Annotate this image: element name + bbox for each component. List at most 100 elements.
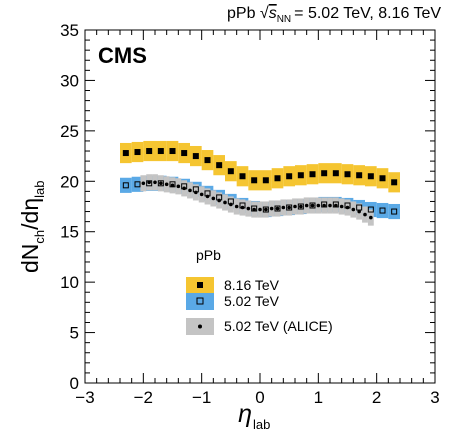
- data-point-alice: [205, 194, 210, 199]
- data-point-502: [286, 204, 293, 211]
- data-point-816: [356, 172, 363, 179]
- data-point-816: [344, 171, 351, 178]
- data-markers: [122, 148, 398, 220]
- y-tick-label: 15: [60, 223, 79, 242]
- syst-band-502: [376, 202, 389, 219]
- x-tick-label: 3: [430, 388, 439, 407]
- data-point-816: [309, 171, 316, 178]
- data-point-502: [391, 208, 398, 215]
- data-point-alice: [351, 207, 356, 212]
- data-point-502: [157, 180, 164, 187]
- legend-swatch-502-marker: [196, 297, 204, 305]
- legend-label-alice: 5.02 TeV (ALICE): [224, 318, 333, 334]
- data-point-alice: [310, 203, 315, 208]
- data-point-816: [391, 179, 398, 186]
- header-title: pPb √sNN = 5.02 TeV, 8.16 TeV: [227, 5, 441, 25]
- data-point-alice: [293, 204, 297, 209]
- y-tick-label: 30: [60, 71, 79, 90]
- x-tick-labels: −3 −2 −1 0 1 2 3: [75, 388, 439, 407]
- data-point-alice: [182, 186, 186, 191]
- data-point-alice: [287, 205, 291, 210]
- x-axis-label: η: [238, 400, 252, 428]
- data-point-502: [379, 207, 386, 214]
- legend-title: pPb: [196, 247, 221, 263]
- data-point-816: [192, 153, 199, 160]
- data-point-alice: [170, 183, 175, 188]
- data-point-alice: [369, 215, 373, 220]
- data-point-alice: [211, 196, 216, 201]
- data-point-816: [321, 170, 328, 177]
- syst-band-502: [131, 176, 144, 192]
- data-point-alice: [316, 203, 321, 208]
- x-axis-ticks: [84, 30, 436, 383]
- y-tick-label: 0: [70, 374, 79, 393]
- data-point-alice: [357, 209, 361, 214]
- legend-label-502: 5.02 TeV: [224, 293, 280, 309]
- x-tick-label: −1: [192, 388, 211, 407]
- legend-label-816: 8.16 TeV: [224, 277, 280, 293]
- data-point-alice: [322, 203, 326, 208]
- data-point-816: [274, 175, 281, 182]
- data-point-alice: [217, 198, 221, 203]
- data-point-816: [297, 172, 304, 179]
- data-point-alice: [194, 190, 198, 195]
- data-point-alice: [159, 181, 163, 186]
- y-axis-label: dNch/dηlab: [17, 181, 47, 273]
- data-point-alice: [304, 203, 309, 208]
- data-point-alice: [339, 204, 344, 209]
- data-point-alice: [240, 205, 245, 210]
- x-tick-label: −3: [75, 388, 94, 407]
- data-point-alice: [199, 192, 204, 197]
- data-point-alice: [147, 180, 151, 185]
- data-point-alice: [176, 184, 181, 189]
- syst-band-502: [120, 177, 132, 193]
- data-point-816: [332, 170, 339, 177]
- data-point-alice: [234, 204, 239, 209]
- data-point-alice: [223, 200, 227, 205]
- data-point-816: [239, 173, 246, 180]
- data-point-816: [286, 173, 293, 180]
- syst-band-502: [388, 203, 400, 220]
- legend-swatch-816-marker: [197, 282, 203, 288]
- data-point-alice: [164, 182, 169, 187]
- data-point-816: [146, 148, 153, 155]
- x-tick-label: 0: [255, 388, 264, 407]
- y-tick-label: 35: [60, 21, 79, 40]
- data-point-alice: [264, 207, 268, 212]
- data-point-alice: [153, 180, 157, 185]
- data-point-816: [379, 175, 386, 182]
- data-point-816: [227, 168, 234, 175]
- data-point-alice: [328, 203, 332, 208]
- experiment-label: CMS: [98, 43, 147, 68]
- data-point-alice: [281, 205, 286, 210]
- data-point-816: [216, 162, 223, 169]
- data-point-502: [122, 182, 129, 189]
- data-point-816: [251, 177, 258, 184]
- data-point-alice: [363, 212, 367, 217]
- x-tick-label: −2: [134, 388, 153, 407]
- data-point-alice: [275, 206, 280, 211]
- y-tick-labels: 0 5 10 15 20 25 30 35: [60, 21, 79, 393]
- data-point-502: [274, 205, 281, 212]
- data-point-alice: [188, 188, 192, 193]
- data-point-816: [204, 157, 211, 164]
- data-point-816: [262, 177, 269, 184]
- data-point-816: [134, 149, 141, 156]
- data-point-alice: [299, 204, 303, 209]
- legend-swatch-alice-marker: [198, 324, 202, 329]
- data-point-alice: [252, 207, 256, 212]
- data-point-alice: [269, 206, 274, 211]
- legend: pPb 8.16 TeV 5.02 TeV 5.02 TeV (ALICE): [186, 247, 333, 335]
- data-point-alice: [334, 203, 338, 208]
- data-point-alice: [345, 205, 350, 210]
- data-point-502: [262, 206, 269, 213]
- data-point-816: [367, 173, 374, 180]
- x-tick-label: 1: [314, 388, 323, 407]
- data-point-alice: [229, 202, 233, 207]
- data-point-alice: [246, 206, 251, 211]
- x-axis-label-sub: lab: [253, 417, 270, 432]
- data-point-816: [157, 148, 164, 155]
- data-point-502: [297, 203, 304, 210]
- y-axis-ticks: [85, 29, 435, 384]
